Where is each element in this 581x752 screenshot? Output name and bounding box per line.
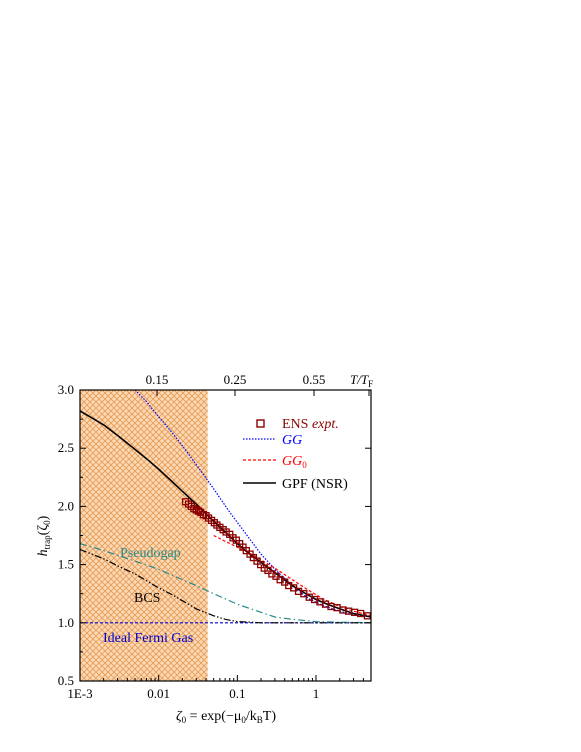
y-tick-label: 1.5 xyxy=(58,557,74,572)
x-tick-label: 0.01 xyxy=(147,686,170,701)
data-point-ens-expt xyxy=(260,564,268,572)
legend-label-gg0: GG0 xyxy=(282,454,307,470)
data-point-ens-expt xyxy=(310,595,319,604)
x-axis-label: ζ0 = exp(−μ0/kBT) xyxy=(176,709,276,725)
top-tick-label: 0.55 xyxy=(303,372,326,387)
legend-label-gg: GG xyxy=(282,433,302,448)
y-tick-label: 2.0 xyxy=(58,498,74,513)
data-point-ens-expt xyxy=(294,587,303,596)
top-tick-label: 0.25 xyxy=(224,372,247,387)
y-tick-label: 3.0 xyxy=(58,382,74,397)
series-line-bcs xyxy=(80,548,371,624)
x-tick-label: 0.1 xyxy=(229,686,245,701)
legend: ENS expt. GG GG0 GPF (NSR) xyxy=(243,417,348,492)
ticks-layer xyxy=(79,389,372,682)
data-point-ens-expt xyxy=(192,506,200,514)
legend-label-ens: ENS expt. xyxy=(282,417,339,432)
top-tick-label: 0.15 xyxy=(146,372,169,387)
annotation-ideal-fermi-gas: Ideal Fermi Gas xyxy=(103,631,193,646)
annotation-bcs: BCS xyxy=(134,591,160,606)
legend-marker-ens xyxy=(256,419,265,428)
y-tick-label: 1.0 xyxy=(58,615,74,630)
top-axis-label: T/TF xyxy=(350,372,373,389)
data-point-ens-expt xyxy=(285,581,293,590)
legend-label-gpf: GPF (NSR) xyxy=(282,477,348,492)
series-layer xyxy=(80,390,371,624)
data-point-ens-expt xyxy=(357,609,365,618)
data-point-ens-expt xyxy=(276,576,284,584)
x-tick-label: 1 xyxy=(313,686,320,701)
y-tick-label: 0.5 xyxy=(58,673,74,688)
annotation-pseudogap: Pseudogap xyxy=(120,546,181,561)
series-line-gg xyxy=(134,390,371,618)
series-line-gg0 xyxy=(213,534,371,617)
y-tick-label: 2.5 xyxy=(58,440,74,455)
x-tick-label: 1E-3 xyxy=(67,686,92,701)
data-point-ens-expt xyxy=(268,570,276,578)
shaded-region xyxy=(80,390,208,681)
y-axis-label: htrap(ζ0) xyxy=(36,515,52,556)
series-line-pseudogap xyxy=(80,543,371,624)
series-line-gpf-nsr xyxy=(80,410,371,618)
